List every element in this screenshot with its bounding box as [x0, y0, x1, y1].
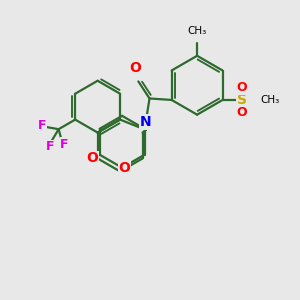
- Text: O: O: [86, 152, 98, 166]
- Text: F: F: [60, 138, 69, 151]
- Text: F: F: [46, 140, 54, 153]
- Text: CH₃: CH₃: [260, 95, 279, 105]
- Text: O: O: [118, 161, 130, 175]
- Text: S: S: [237, 93, 247, 107]
- Text: O: O: [236, 81, 247, 94]
- Text: F: F: [38, 119, 47, 132]
- Text: N: N: [140, 115, 152, 129]
- Text: O: O: [129, 61, 141, 75]
- Text: O: O: [236, 106, 247, 119]
- Text: CH₃: CH₃: [188, 26, 207, 36]
